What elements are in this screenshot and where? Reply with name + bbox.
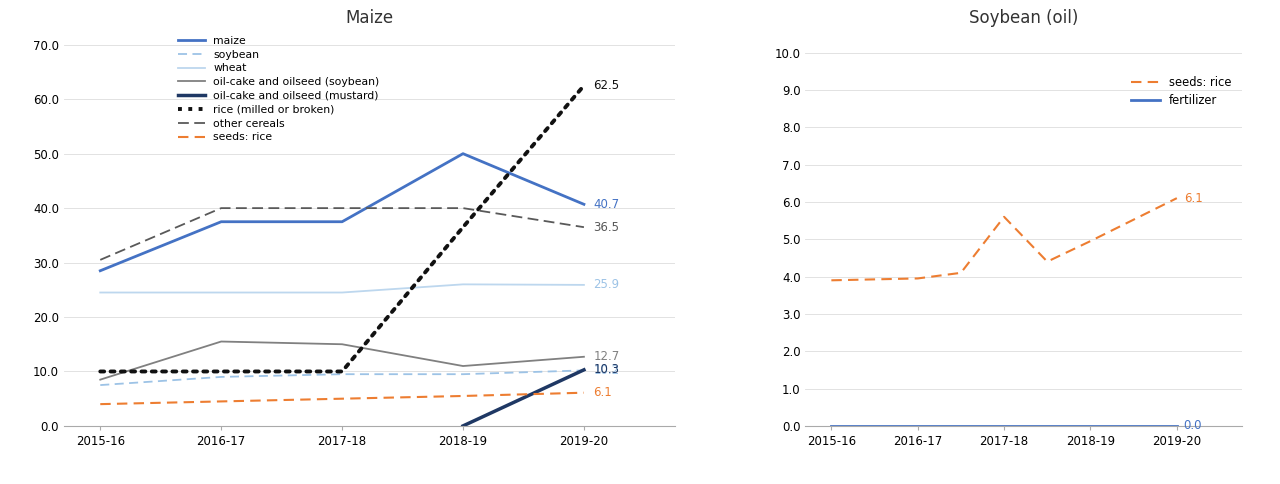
Title: Soybean (oil): Soybean (oil) [969, 9, 1078, 27]
Text: 25.9: 25.9 [594, 278, 620, 291]
Text: 10.3: 10.3 [594, 363, 620, 377]
Legend: seeds: rice, fertilizer: seeds: rice, fertilizer [1126, 71, 1235, 112]
Text: 40.7: 40.7 [594, 198, 620, 211]
Legend: maize, soybean, wheat, oil-cake and oilseed (soybean), oil-cake and oilseed (mus: maize, soybean, wheat, oil-cake and oils… [173, 31, 384, 147]
Text: 12.7: 12.7 [594, 350, 620, 363]
Text: 6.1: 6.1 [594, 386, 612, 399]
Text: 6.1: 6.1 [1184, 192, 1202, 205]
Text: 10.2: 10.2 [594, 364, 620, 377]
Text: 0.0: 0.0 [1184, 420, 1202, 432]
Text: 62.5: 62.5 [594, 79, 620, 92]
Text: 36.5: 36.5 [594, 221, 620, 234]
Title: Maize: Maize [346, 9, 393, 27]
